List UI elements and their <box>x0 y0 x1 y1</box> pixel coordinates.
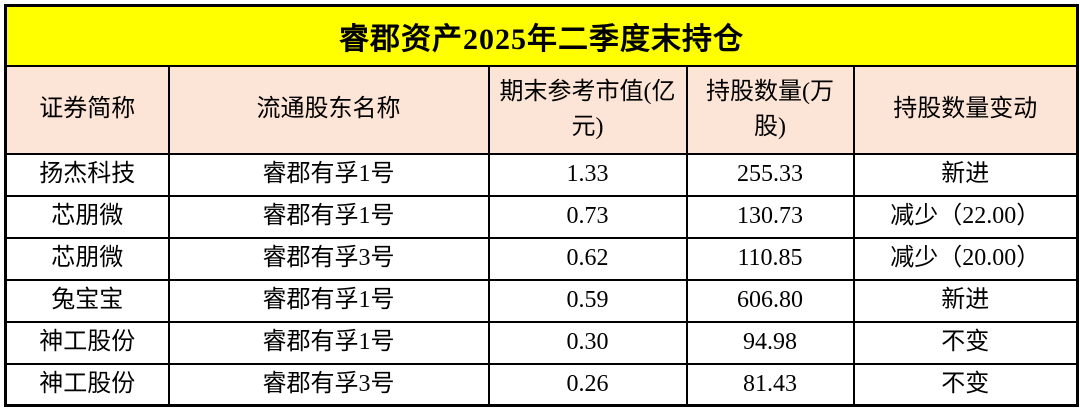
table-row: 兔宝宝 睿郡有孚1号 0.59 606.80 新进 <box>4 278 1079 323</box>
title-row: 睿郡资产2025年二季度末持仓 <box>4 4 1079 67</box>
table-cell: 减少（20.00） <box>852 236 1079 281</box>
table-cell: 新进 <box>852 152 1079 197</box>
header-row: 证券简称 流通股东名称 期末参考市值(亿元) 持股数量(万股) 持股数量变动 <box>4 64 1079 155</box>
table-cell: 新进 <box>852 278 1079 323</box>
table-cell: 130.73 <box>685 194 855 239</box>
table-row: 芯朋微 睿郡有孚1号 0.73 130.73 减少（22.00） <box>4 194 1079 239</box>
table-body: 扬杰科技 睿郡有孚1号 1.33 255.33 新进 芯朋微 睿郡有孚1号 0.73 130.7… <box>4 152 1079 407</box>
table-cell: 减少（22.00） <box>852 194 1079 239</box>
column-header-3: 期末参考市值(亿元) <box>487 64 688 155</box>
table-cell: 不变 <box>852 362 1079 407</box>
table-cell: 神工股份 <box>4 320 170 365</box>
table-row: 扬杰科技 睿郡有孚1号 1.33 255.33 新进 <box>4 152 1079 197</box>
table-cell: 0.62 <box>487 236 688 281</box>
table-cell: 不变 <box>852 320 1079 365</box>
table-cell: 睿郡有孚3号 <box>167 362 490 407</box>
table-cell: 芯朋微 <box>4 194 170 239</box>
table-cell: 扬杰科技 <box>4 152 170 197</box>
table-title: 睿郡资产2025年二季度末持仓 <box>4 4 1079 67</box>
holdings-table: 睿郡资产2025年二季度末持仓 证券简称 流通股东名称 期末参考市值(亿元) 持股数量… <box>4 4 1080 407</box>
column-header-5: 持股数量变动 <box>852 64 1079 155</box>
table-cell: 0.26 <box>487 362 688 407</box>
table-row: 神工股份 睿郡有孚3号 0.26 81.43 不变 <box>4 362 1079 407</box>
column-header-2: 流通股东名称 <box>167 64 490 155</box>
table-cell: 兔宝宝 <box>4 278 170 323</box>
table-cell: 芯朋微 <box>4 236 170 281</box>
table-cell: 0.73 <box>487 194 688 239</box>
holdings-table-container: 睿郡资产2025年二季度末持仓 证券简称 流通股东名称 期末参考市值(亿元) 持股数量… <box>4 4 1080 407</box>
table-cell: 睿郡有孚1号 <box>167 320 490 365</box>
table-row: 神工股份 睿郡有孚1号 0.30 94.98 不变 <box>4 320 1079 365</box>
table-cell: 睿郡有孚1号 <box>167 194 490 239</box>
table-row: 芯朋微 睿郡有孚3号 0.62 110.85 减少（20.00） <box>4 236 1079 281</box>
table-cell: 睿郡有孚1号 <box>167 278 490 323</box>
column-header-1: 证券简称 <box>4 64 170 155</box>
table-cell: 94.98 <box>685 320 855 365</box>
table-cell: 神工股份 <box>4 362 170 407</box>
table-cell: 81.43 <box>685 362 855 407</box>
table-cell: 606.80 <box>685 278 855 323</box>
column-header-4: 持股数量(万股) <box>685 64 855 155</box>
table-cell: 0.30 <box>487 320 688 365</box>
table-cell: 睿郡有孚1号 <box>167 152 490 197</box>
table-cell: 110.85 <box>685 236 855 281</box>
table-cell: 0.59 <box>487 278 688 323</box>
table-cell: 睿郡有孚3号 <box>167 236 490 281</box>
table-cell: 255.33 <box>685 152 855 197</box>
table-cell: 1.33 <box>487 152 688 197</box>
